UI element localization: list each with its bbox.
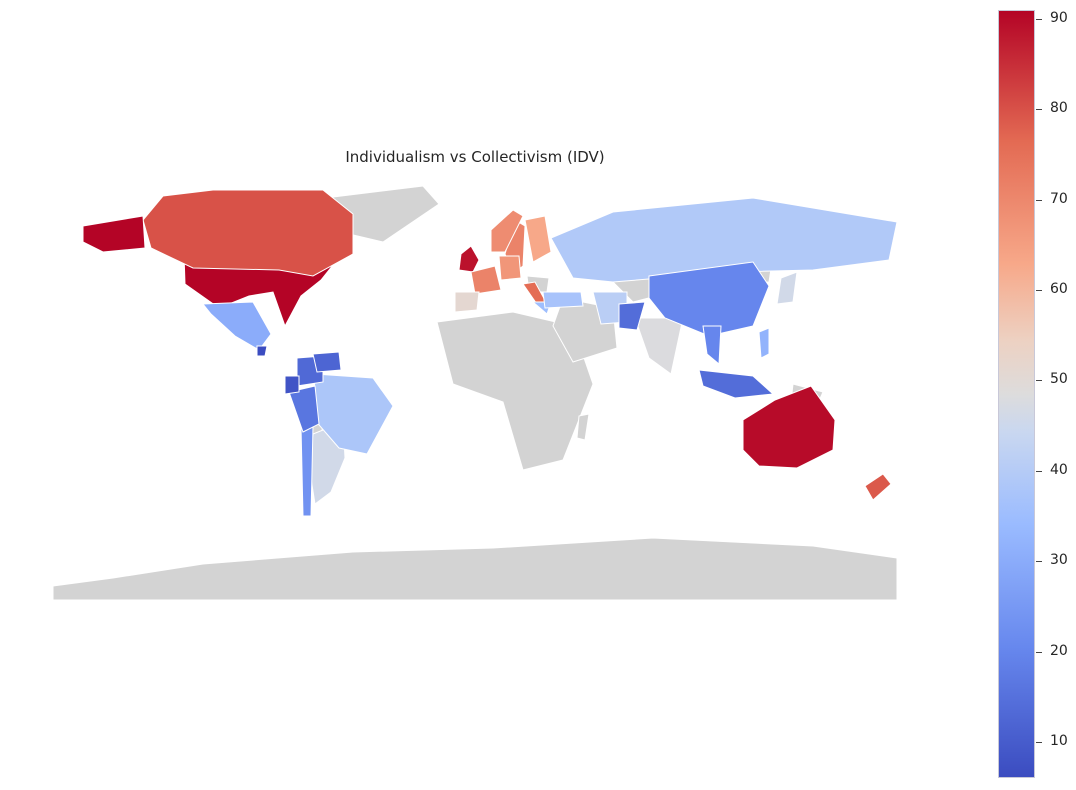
no-data-region-madagascar [576,413,590,441]
country-venezuela [312,351,342,373]
country-france [470,265,502,295]
country-peru [288,385,320,433]
colorbar-tick-mark [1036,19,1042,21]
colorbar-tick-mark [1036,470,1042,472]
colorbar-tick-label: 40 [1050,461,1068,478]
colorbar-tick-label: 90 [1050,10,1068,27]
colorbar-tick-mark [1036,741,1042,743]
colorbar-tick-label: 60 [1050,281,1068,298]
country-philippines [758,327,770,359]
colorbar-tick-label: 20 [1050,642,1068,659]
country-finland [524,215,552,263]
country-india [634,317,684,375]
country-united-kingdom [458,245,480,273]
country-japan [776,271,798,305]
country-spain [454,291,480,313]
country-united-states-alaska [82,215,146,253]
country-new-zealand [864,473,892,501]
colorbar-tick-label: 70 [1050,190,1068,207]
country-turkey [542,291,584,309]
country-thailand [702,325,722,366]
country-chile [300,425,314,517]
country-russia [550,197,897,283]
colorbar-tick-mark [1036,561,1042,563]
colorbar-tick-mark [1036,380,1042,382]
colorbar-tick-mark [1036,109,1042,111]
colorbar [998,10,1035,778]
country-germany [498,255,522,281]
colorbar-tick-label: 30 [1050,552,1068,569]
country-indonesia [698,369,775,399]
country-ecuador [284,375,300,395]
country-mexico [201,301,272,351]
country-norway [490,209,524,253]
country-guatemala [256,345,268,357]
country-china [648,261,770,337]
colorbar-tick-label: 80 [1050,100,1068,117]
colorbar-tick-mark [1036,651,1042,653]
world-choropleth-map [53,186,897,600]
country-pakistan [618,301,646,331]
colorbar-tick-label: 50 [1050,371,1068,388]
country-australia [742,385,836,469]
no-data-region-africa [436,311,594,471]
colorbar-tick-mark [1036,290,1042,292]
country-canada [142,189,354,277]
colorbar-tick-mark [1036,199,1042,201]
colorbar-tick-label: 10 [1050,732,1068,749]
map-title: Individualism vs Collectivism (IDV) [345,148,605,166]
no-data-region-antarctica [53,537,897,600]
